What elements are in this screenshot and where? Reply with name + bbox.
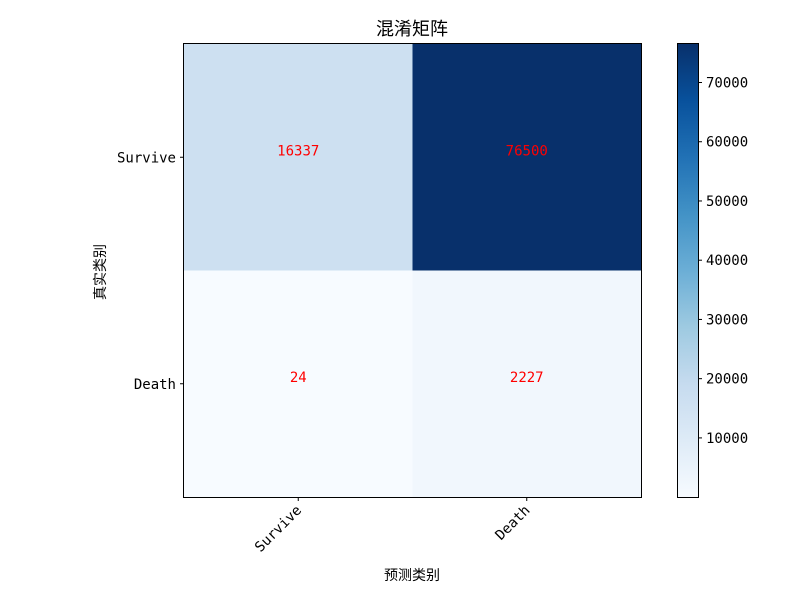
heatmap-cell [412, 270, 642, 498]
x-axis: Survive Death [252, 497, 534, 556]
y-tick-label: Death [134, 377, 176, 393]
heatmap-cells [184, 44, 642, 498]
y-axis-label: 真实类别 [93, 244, 109, 300]
cell-value-label: 76500 [506, 143, 548, 159]
colorbar [677, 43, 699, 498]
plot-frame [183, 43, 642, 498]
colorbar-tick-label: 20000 [706, 372, 748, 388]
y-axis: Survive Death [117, 150, 184, 393]
colorbar-tick-label: 30000 [706, 312, 748, 328]
cell-labels: 16337 76500 24 2227 [277, 143, 548, 386]
colorbar-tick-label: 40000 [706, 253, 748, 269]
cell-value-label: 2227 [510, 370, 544, 386]
cell-value-label: 24 [290, 370, 307, 386]
chart-title: 混淆矩阵 [376, 19, 448, 40]
x-axis-label: 预测类别 [384, 568, 440, 584]
heatmap-cell [184, 44, 413, 271]
cell-value-label: 16337 [277, 143, 319, 159]
colorbar-axis: 10000 20000 30000 40000 50000 60000 70000 [698, 76, 748, 447]
x-tick-label: Death [492, 503, 533, 544]
colorbar-tick-label: 10000 [706, 431, 748, 447]
heatmap-cell [412, 44, 642, 271]
x-tick-label: Survive [252, 503, 305, 556]
colorbar-tick-label: 60000 [706, 135, 748, 151]
y-tick-label: Survive [117, 150, 176, 166]
colorbar-tick-label: 70000 [706, 76, 748, 92]
heatmap-cell [184, 270, 413, 498]
colorbar-tick-label: 50000 [706, 194, 748, 210]
